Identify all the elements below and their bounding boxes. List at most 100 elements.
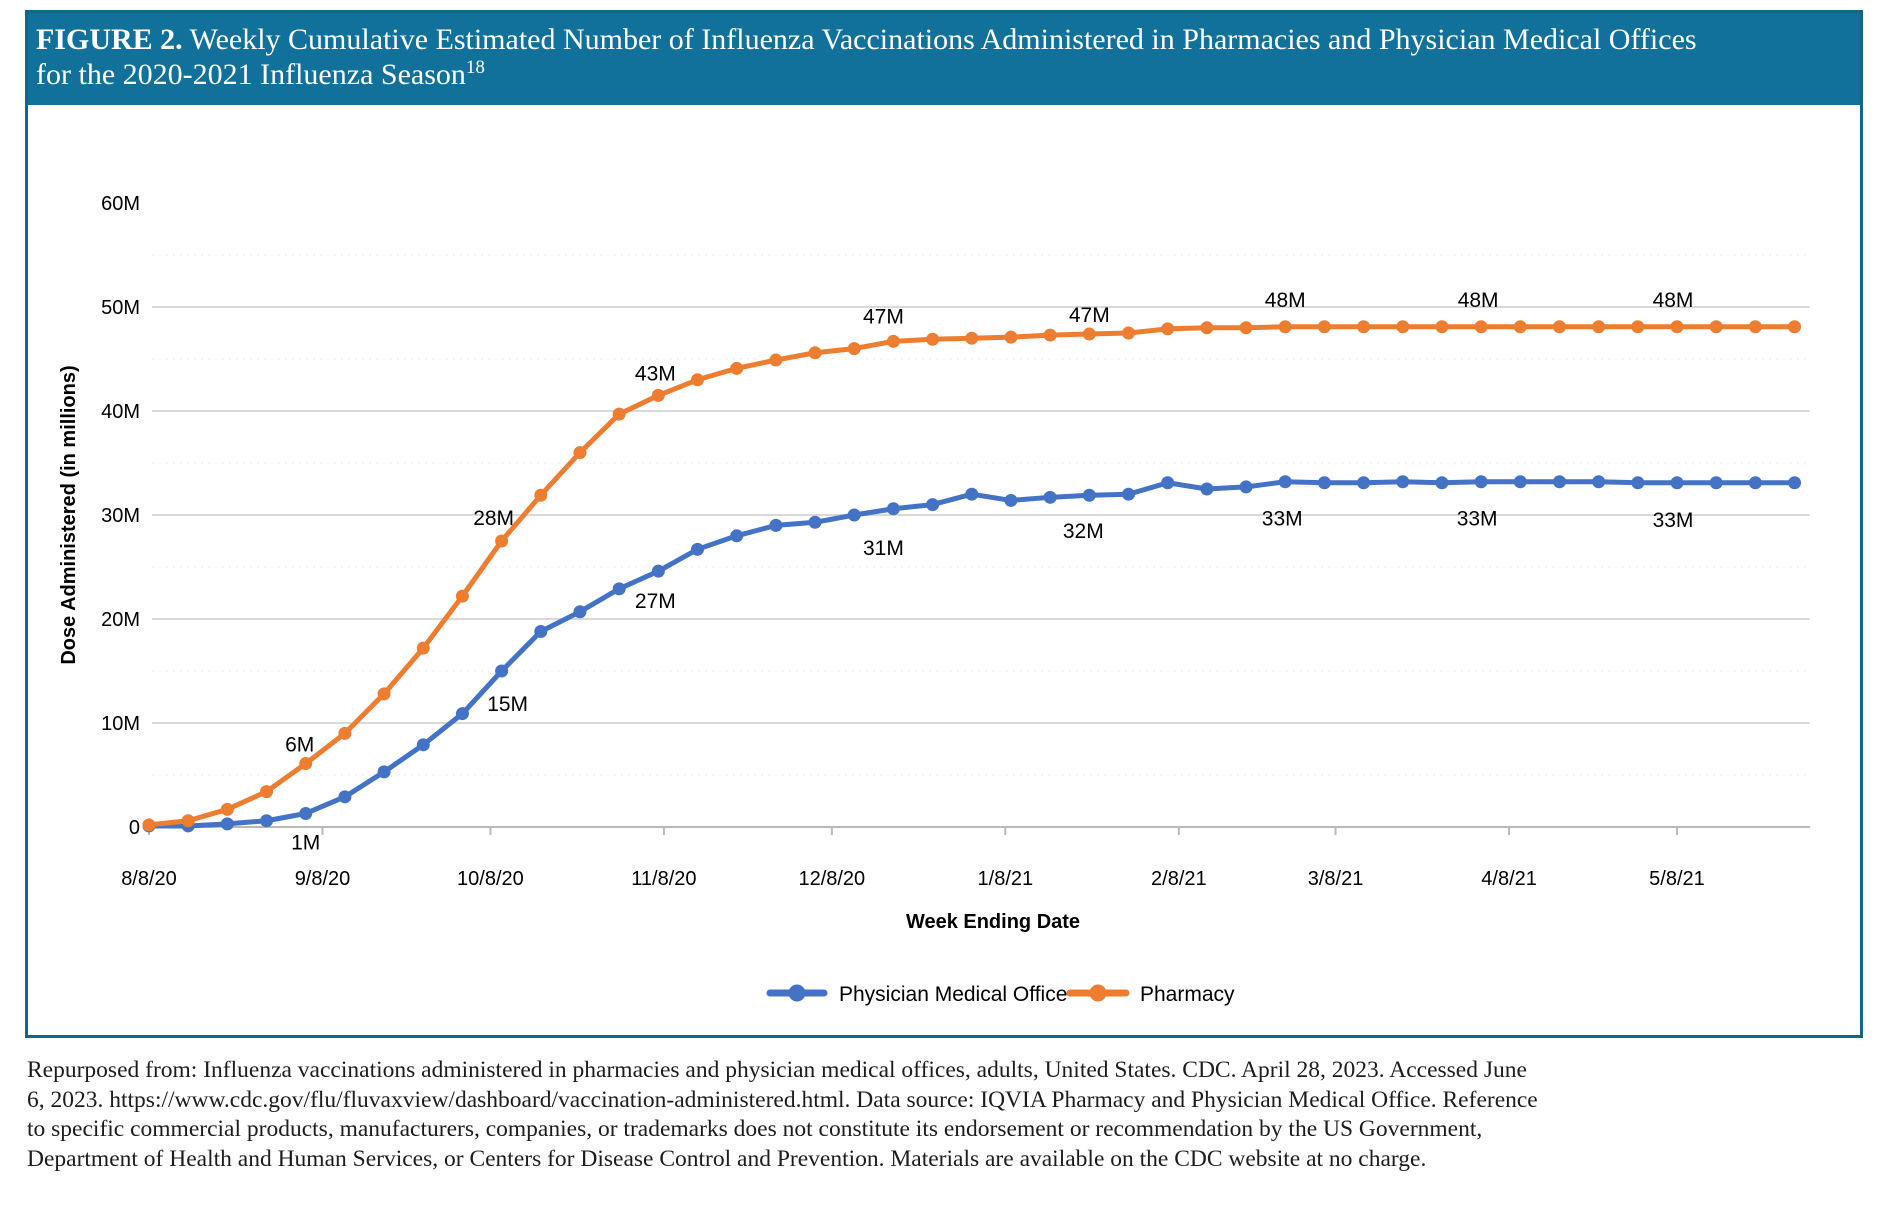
data-point-physician-medical-office bbox=[1788, 476, 1802, 490]
data-point-pharmacy bbox=[455, 589, 469, 603]
figure-title-text: Weekly Cumulative Estimated Number of In… bbox=[189, 23, 1697, 56]
data-point-pharmacy bbox=[181, 814, 195, 828]
y-tick-label: 20M bbox=[101, 609, 140, 631]
data-point-pharmacy bbox=[808, 346, 822, 360]
x-tick-label: 4/8/21 bbox=[1481, 868, 1537, 890]
y-axis-title: Dose Administered (in millions) bbox=[58, 365, 80, 664]
data-point-physician-medical-office bbox=[1161, 476, 1175, 490]
data-point-pharmacy bbox=[1278, 320, 1292, 334]
data-point-physician-medical-office bbox=[730, 529, 744, 543]
chart: 0 10M 20M 30M 40M 50M 60M 8/8/20 9/8/20 10/8/20 11… bbox=[28, 105, 1860, 1035]
figure-title-line2: for the 2020-2021 Influenza Season18 bbox=[36, 57, 485, 91]
data-point-physician-medical-office bbox=[808, 515, 822, 529]
data-point-physician-medical-office bbox=[1357, 476, 1371, 490]
y-tick-label: 40M bbox=[101, 401, 140, 423]
x-tick-label: 3/8/21 bbox=[1308, 868, 1364, 890]
caption-line: Repurposed from: Influenza vaccinations … bbox=[27, 1057, 1527, 1083]
data-point-pharmacy bbox=[1592, 320, 1606, 334]
data-point-pharmacy bbox=[573, 446, 587, 460]
data-point-physician-medical-office bbox=[769, 518, 783, 532]
footnote-reference: 18 bbox=[465, 57, 485, 78]
data-point-physician-medical-office bbox=[1709, 476, 1723, 490]
data-point-pharmacy bbox=[1161, 322, 1175, 336]
x-tick-label: 5/8/21 bbox=[1649, 868, 1705, 890]
data-point-pharmacy bbox=[1513, 320, 1527, 334]
data-point-physician-medical-office bbox=[886, 502, 900, 516]
point-value-label: 48M bbox=[1265, 289, 1306, 312]
data-point-physician-medical-office bbox=[573, 605, 587, 619]
figure-header: FIGURE 2. Weekly Cumulative Estimated Nu… bbox=[28, 13, 1860, 105]
data-point-physician-medical-office bbox=[1435, 476, 1449, 490]
data-point-physician-medical-office bbox=[455, 707, 469, 721]
data-point-pharmacy bbox=[769, 353, 783, 367]
data-point-physician-medical-office bbox=[299, 806, 313, 820]
point-value-label: 6M bbox=[285, 734, 314, 757]
figure-label: FIGURE 2. bbox=[36, 23, 183, 56]
data-point-physician-medical-office bbox=[338, 790, 352, 804]
data-point-physician-medical-office bbox=[926, 498, 940, 512]
legend-marker-dot-physician-medical-office bbox=[788, 984, 806, 1002]
data-point-pharmacy bbox=[338, 726, 352, 740]
data-point-pharmacy bbox=[1317, 320, 1331, 334]
data-point-physician-medical-office bbox=[1200, 482, 1214, 496]
data-point-physician-medical-office bbox=[1748, 476, 1762, 490]
data-point-physician-medical-office bbox=[612, 582, 626, 596]
data-point-pharmacy bbox=[1552, 320, 1566, 334]
data-point-pharmacy bbox=[1435, 320, 1449, 334]
data-point-physician-medical-office bbox=[691, 542, 705, 556]
data-point-physician-medical-office bbox=[1122, 487, 1135, 501]
data-point-physician-medical-office bbox=[651, 564, 665, 578]
x-tick-label: 10/8/20 bbox=[457, 868, 524, 890]
data-point-pharmacy bbox=[377, 687, 391, 701]
data-point-physician-medical-office bbox=[1474, 475, 1488, 489]
x-tick-label: 11/8/20 bbox=[631, 868, 696, 890]
x-axis-title: Week Ending Date bbox=[906, 911, 1080, 933]
data-point-pharmacy bbox=[299, 757, 313, 771]
data-point-pharmacy bbox=[220, 802, 234, 816]
data-point-pharmacy bbox=[926, 332, 940, 346]
chart-canvas: 0 10M 20M 30M 40M 50M 60M 8/8/20 9/8/20 10/8/20 11… bbox=[58, 193, 1810, 1006]
series-line-pharmacy bbox=[146, 324, 1798, 828]
data-point-physician-medical-office bbox=[1317, 476, 1331, 490]
x-tick-label: 2/8/21 bbox=[1151, 868, 1207, 890]
legend-label-physician-medical-office: Physician Medical Office bbox=[839, 983, 1067, 1006]
caption-line: 6, 2023. https://www.cdc.gov/flu/fluvaxv… bbox=[27, 1086, 1538, 1113]
caption-line: to specific commercial products, manufac… bbox=[27, 1116, 1483, 1142]
series-line-physician-medical-office bbox=[146, 479, 1798, 829]
data-point-pharmacy bbox=[1239, 321, 1253, 335]
data-point-physician-medical-office bbox=[377, 765, 391, 779]
data-point-pharmacy bbox=[1631, 320, 1645, 334]
data-point-physician-medical-office bbox=[1592, 475, 1606, 489]
figure-caption: Repurposed from: Influenza vaccinations … bbox=[27, 1056, 1857, 1174]
x-tick-label: 1/8/21 bbox=[978, 868, 1034, 890]
data-point-physician-medical-office bbox=[1278, 475, 1292, 489]
data-point-pharmacy bbox=[1396, 320, 1410, 334]
legend-marker-dot-pharmacy bbox=[1089, 984, 1107, 1002]
data-point-pharmacy bbox=[1122, 326, 1135, 340]
point-value-label: 43M bbox=[635, 362, 676, 385]
y-tick-label: 30M bbox=[101, 505, 140, 527]
point-value-label: 33M bbox=[1457, 508, 1498, 531]
figure-frame: FIGURE 2. Weekly Cumulative Estimated Nu… bbox=[25, 10, 1863, 1038]
data-point-physician-medical-office bbox=[220, 817, 234, 831]
data-point-pharmacy bbox=[1082, 327, 1096, 341]
y-tick-label: 60M bbox=[101, 193, 140, 215]
point-value-label: 32M bbox=[1063, 520, 1104, 543]
y-tick-label: 50M bbox=[101, 297, 140, 319]
point-value-label: 15M bbox=[487, 693, 528, 716]
data-point-pharmacy bbox=[886, 334, 900, 348]
data-point-physician-medical-office bbox=[847, 508, 861, 522]
data-point-pharmacy bbox=[730, 361, 744, 375]
point-value-label: 27M bbox=[635, 590, 676, 613]
data-point-pharmacy bbox=[1357, 320, 1371, 334]
data-point-pharmacy bbox=[1748, 320, 1762, 334]
point-value-label: 47M bbox=[863, 305, 904, 328]
data-point-physician-medical-office bbox=[1631, 476, 1645, 490]
data-point-physician-medical-office bbox=[1513, 475, 1527, 489]
data-point-pharmacy bbox=[1670, 320, 1684, 334]
data-point-pharmacy bbox=[965, 331, 979, 345]
data-point-physician-medical-office bbox=[1082, 488, 1096, 502]
data-point-physician-medical-office bbox=[1043, 490, 1057, 504]
point-value-label: 28M bbox=[473, 507, 514, 530]
